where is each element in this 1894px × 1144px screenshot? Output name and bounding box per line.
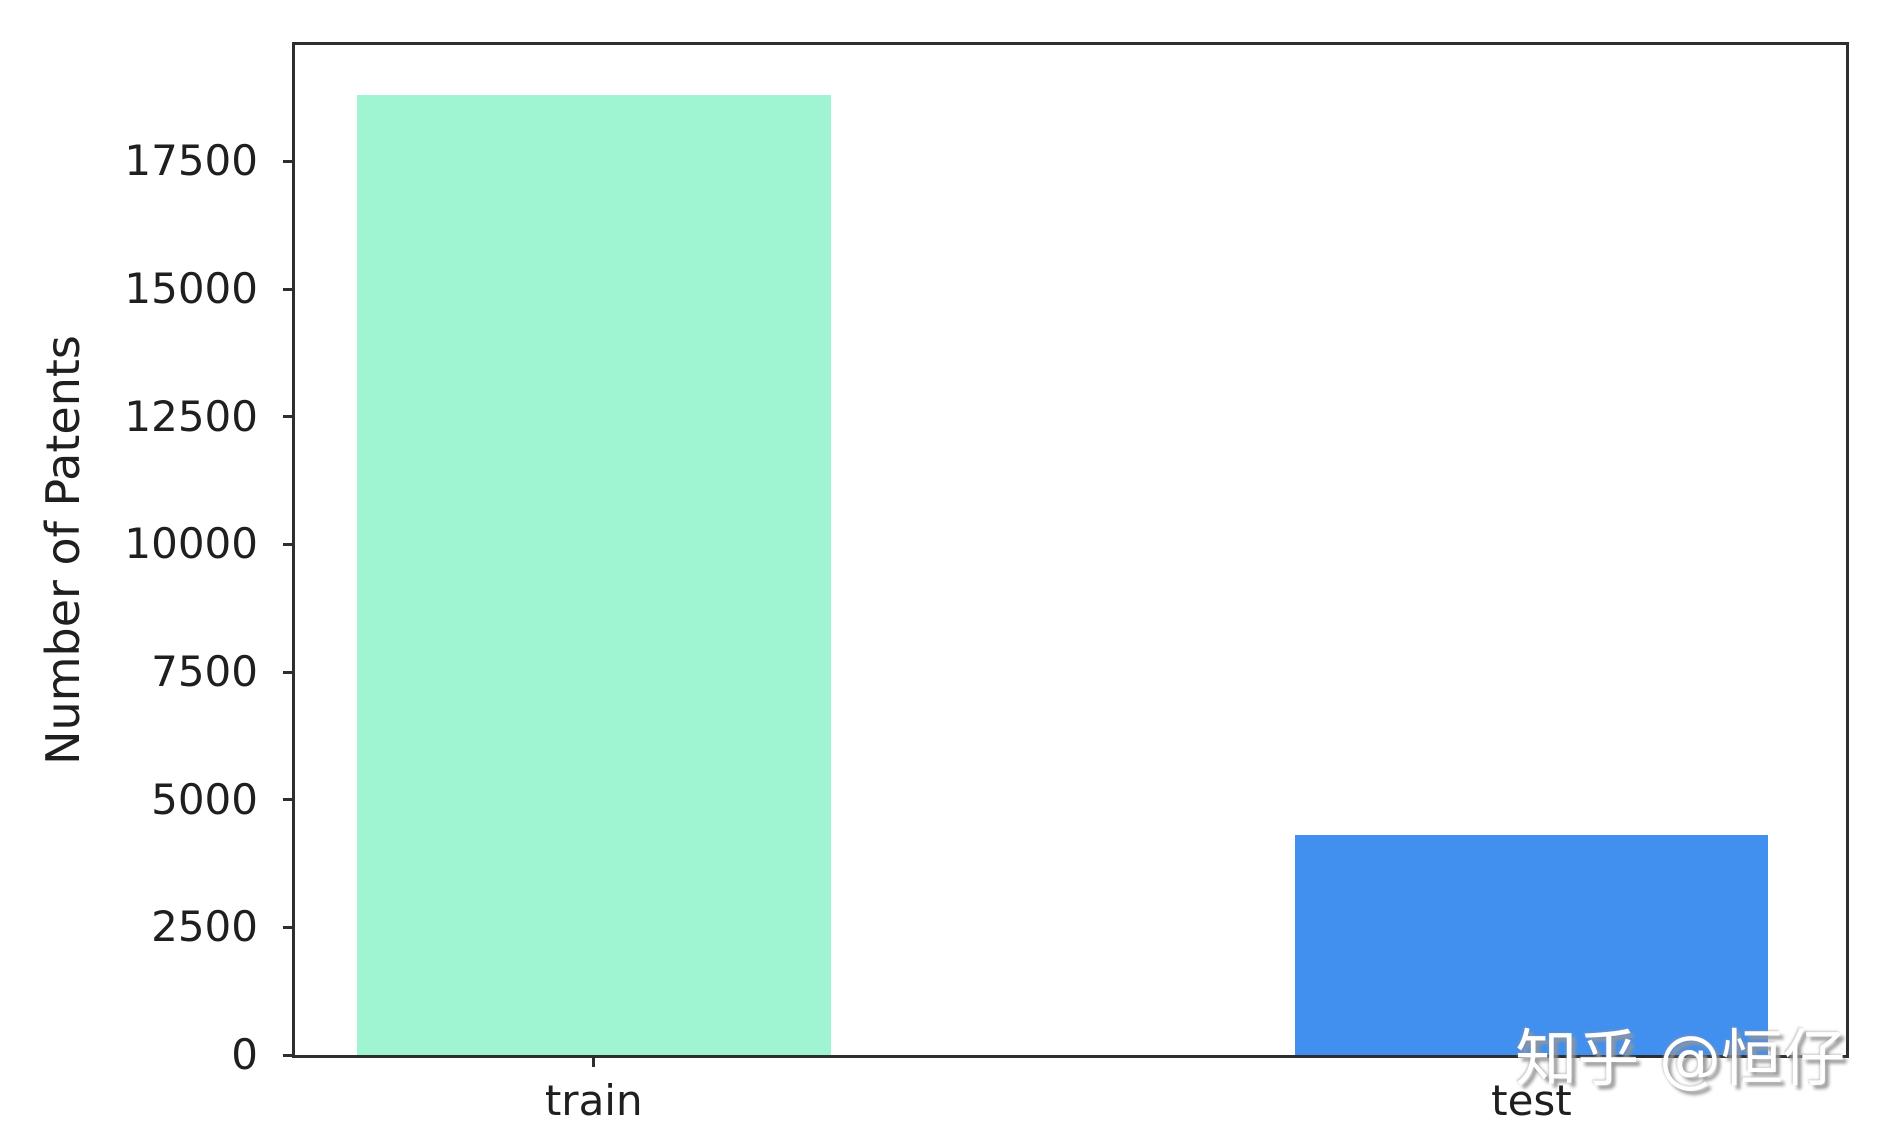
watermark: 知乎 @恒仔 xyxy=(1515,1022,1845,1095)
x-tick-mark xyxy=(1529,1055,1533,1067)
y-tick-label: 15000 xyxy=(124,264,258,314)
x-tick-label-train: train xyxy=(544,1076,643,1125)
y-tick-label: 5000 xyxy=(151,774,258,824)
y-axis-label: Number of Patents xyxy=(36,335,90,765)
y-tick-label: 12500 xyxy=(124,391,258,441)
y-tick-mark xyxy=(283,1053,295,1057)
y-tick-label: 0 xyxy=(231,1030,258,1079)
y-tick-mark xyxy=(283,798,295,802)
y-tick-mark xyxy=(283,159,295,163)
x-tick-mark xyxy=(592,1055,596,1067)
bar-test xyxy=(1294,835,1769,1055)
y-tick-mark xyxy=(283,542,295,546)
y-tick-mark xyxy=(283,670,295,674)
y-tick-label: 17500 xyxy=(124,136,258,186)
bar-train xyxy=(356,95,831,1055)
y-tick-mark xyxy=(283,925,295,929)
x-tick-label-test: test xyxy=(1491,1076,1572,1125)
y-tick-label: 10000 xyxy=(124,519,258,569)
y-tick-label: 2500 xyxy=(151,902,258,952)
y-tick-mark xyxy=(283,415,295,419)
y-tick-mark xyxy=(283,287,295,291)
y-tick-label: 7500 xyxy=(151,647,258,697)
